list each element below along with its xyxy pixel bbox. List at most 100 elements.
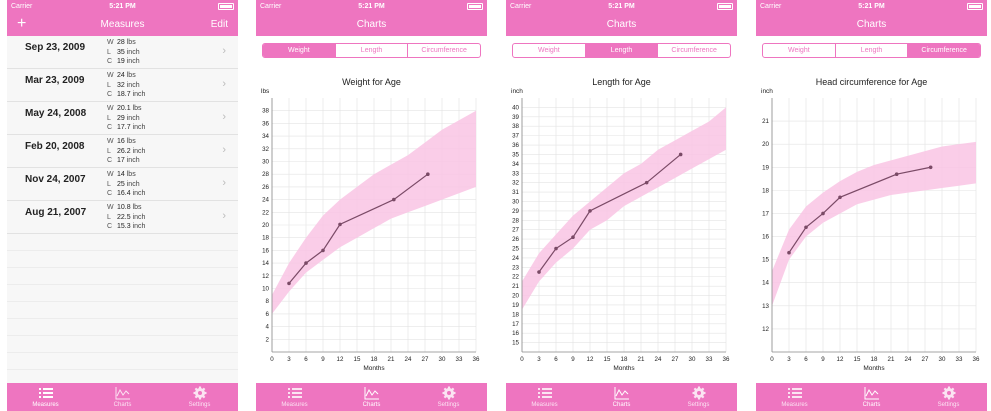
data-point (287, 281, 291, 286)
x-tick-label: 0 (770, 356, 774, 363)
y-tick-label: 32 (512, 180, 519, 187)
y-axis-label: lbs (261, 88, 270, 95)
y-tick-label: 20 (762, 141, 769, 148)
segment-weight[interactable]: Weight (763, 44, 836, 57)
weight-unit: lbs (126, 39, 136, 46)
length-value: 32 (117, 81, 125, 89)
circumference-unit: inch (126, 157, 140, 164)
circumference-unit: inch (126, 58, 140, 65)
y-tick-label: 17 (762, 210, 769, 217)
tab-settings[interactable]: Settings (910, 383, 987, 411)
tab-charts[interactable]: Charts (333, 383, 410, 411)
y-tick-label: 2 (266, 336, 270, 343)
y-tick-label: 18 (762, 187, 769, 194)
y-tick-label: 27 (512, 227, 519, 234)
weight-key: W (107, 105, 114, 112)
data-point (838, 195, 842, 200)
measure-date: May 24, 2008 (25, 108, 87, 119)
tab-settings[interactable]: Settings (660, 383, 737, 411)
chart-type-segmented-control: Weight Length Circumference (512, 43, 731, 58)
edit-button[interactable]: Edit (210, 19, 228, 30)
x-tick-label: 0 (270, 356, 274, 363)
tab-settings[interactable]: Settings (161, 383, 238, 411)
empty-row (7, 268, 238, 285)
weight-chart-screen: Carrier 5:21 PM Charts Weight Length Circumfe… (256, 0, 487, 411)
circumference-key: C (107, 58, 113, 65)
add-measure-button[interactable]: + (17, 15, 27, 32)
status-time: 5:21 PM (109, 3, 136, 10)
x-tick-label: 24 (905, 356, 912, 363)
tab-label: Charts (862, 402, 881, 408)
x-tick-label: 6 (304, 356, 308, 363)
tab-label: Charts (362, 402, 381, 408)
y-tick-label: 36 (512, 142, 519, 149)
list-item[interactable]: Aug 21, 2007 W 10.8 lbs L 22.5 inch C 15.3 inc… (7, 201, 238, 234)
y-tick-label: 18 (262, 235, 269, 242)
y-tick-label: 21 (762, 118, 769, 125)
segment-circumference[interactable]: Circumference (421, 47, 467, 54)
chart-icon (833, 386, 910, 400)
tab-bar: Measures Charts Settings (256, 383, 487, 411)
percentile-band (522, 107, 726, 310)
empty-row (7, 234, 238, 251)
length-unit: inch (126, 180, 140, 188)
tab-charts[interactable]: Charts (84, 383, 161, 411)
measures-screen: Carrier 5:21 PM + Measures Edit Sep 23, … (7, 0, 238, 411)
segment-circumference[interactable]: Circumference (908, 44, 980, 57)
data-point (537, 270, 541, 274)
data-point (392, 197, 396, 202)
circumference-unit: inch (132, 223, 146, 230)
segment-weight[interactable]: Weight (513, 44, 586, 57)
y-tick-label: 4 (266, 324, 270, 331)
segment-length[interactable]: Length (336, 44, 409, 57)
page-title: Measures (100, 19, 145, 30)
tab-charts[interactable]: Charts (583, 383, 660, 411)
list-icon (256, 386, 333, 400)
x-tick-label: 3 (537, 356, 541, 363)
carrier-label: Carrier (760, 3, 782, 10)
list-item[interactable]: Mar 23, 2009 W 24 lbs L 32 inch C 18.7 inch › (7, 69, 238, 102)
tab-settings[interactable]: Settings (410, 383, 487, 411)
length-key: L (107, 213, 111, 221)
length-unit: inch (126, 114, 140, 122)
y-tick-label: 21 (512, 283, 519, 290)
tab-measures[interactable]: Measures (506, 383, 583, 411)
list-item[interactable]: Sep 23, 2009 W 28 lbs L 35 inch C 19 inch › (7, 36, 238, 69)
tab-measures[interactable]: Measures (256, 383, 333, 411)
chevron-right-icon: › (222, 78, 226, 90)
growth-line (288, 173, 429, 284)
x-tick-label: 36 (973, 356, 980, 363)
x-tick-label: 18 (621, 356, 628, 363)
tab-measures[interactable]: Measures (7, 383, 84, 411)
x-tick-label: 27 (922, 356, 929, 363)
y-axis-label: inch (761, 88, 773, 95)
segment-length[interactable]: Length (836, 44, 909, 57)
x-tick-label: 15 (854, 356, 861, 363)
tab-measures[interactable]: Measures (756, 383, 833, 411)
segment-length[interactable]: Length (585, 44, 659, 57)
circumference-unit: inch (132, 124, 146, 131)
segment-circumference[interactable]: Circumference (671, 47, 717, 54)
tab-charts[interactable]: Charts (833, 383, 910, 411)
x-tick-label: 33 (956, 356, 963, 363)
list-item[interactable]: Nov 24, 2007 W 14 lbs L 25 inch C 16.4 inch › (7, 168, 238, 201)
x-axis-label: Months (613, 365, 635, 372)
list-item[interactable]: May 24, 2008 W 20.1 lbs L 29 inch C 17.7 inch › (7, 102, 238, 135)
data-point (321, 248, 325, 253)
tab-bar: Measures Charts Settings (7, 383, 238, 411)
length-key: L (107, 180, 111, 188)
tab-label: Settings (188, 402, 211, 408)
nav-bar: Charts (756, 14, 987, 36)
length-value: 29 (117, 114, 125, 122)
list-item[interactable]: Feb 20, 2008 W 16 lbs L 26.2 inch C 17 inch › (7, 135, 238, 168)
circumference-key: C (107, 91, 113, 98)
segment-weight[interactable]: Weight (263, 44, 336, 57)
x-tick-label: 3 (787, 356, 791, 363)
circumference-chart-screen: Carrier 5:21 PM Charts Weight Length Circumfe… (756, 0, 987, 411)
y-tick-label: 34 (512, 161, 519, 168)
measure-values: W 28 lbs L 35 inch C 19 inch (107, 38, 140, 67)
y-tick-label: 8 (266, 298, 270, 305)
tab-bar: Measures Charts Settings (756, 383, 987, 411)
weight-key: W (107, 39, 114, 46)
